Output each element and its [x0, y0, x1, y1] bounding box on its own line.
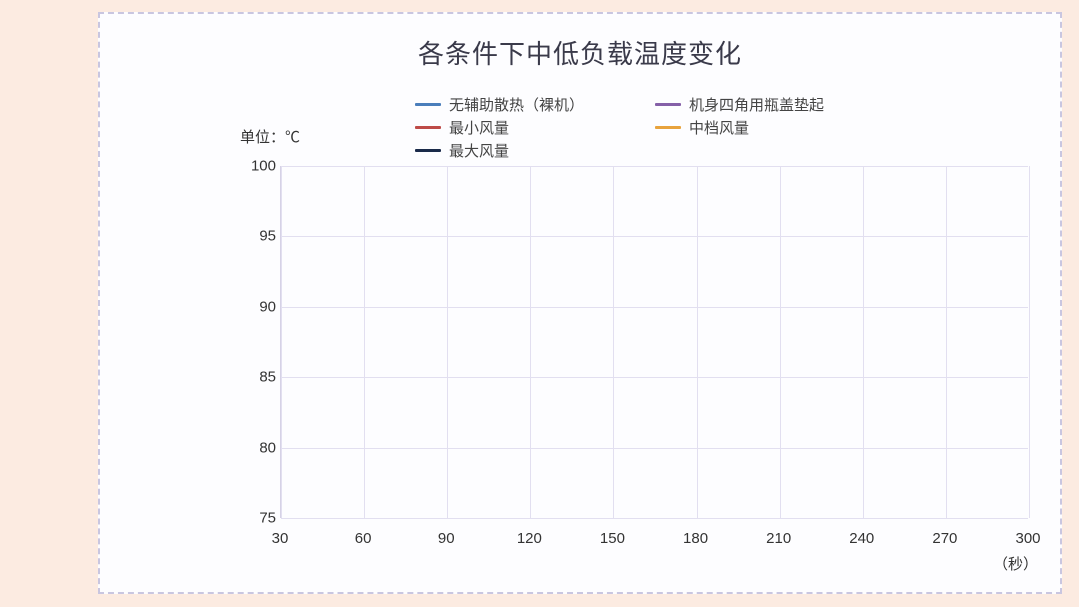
gridline-vertical	[780, 166, 781, 518]
legend-row: 无辅助散热（裸机） 机身四角用瓶盖垫起	[415, 94, 955, 115]
legend-label: 中档风量	[689, 117, 749, 138]
legend-swatch	[415, 103, 441, 106]
x-tick-label: 270	[925, 530, 965, 547]
legend: 无辅助散热（裸机） 机身四角用瓶盖垫起 最小风量 中档风量 最大风量	[415, 94, 955, 163]
gridline-vertical	[364, 166, 365, 518]
legend-label: 机身四角用瓶盖垫起	[689, 94, 824, 115]
x-tick-label: 180	[676, 530, 716, 547]
x-tick-label: 150	[592, 530, 632, 547]
gridline-vertical	[863, 166, 864, 518]
y-tick-label: 80	[246, 439, 276, 456]
gridline-vertical	[946, 166, 947, 518]
legend-swatch	[655, 103, 681, 106]
gridline-horizontal	[281, 377, 1028, 378]
gridline-horizontal	[281, 236, 1028, 237]
chart-title: 各条件下中低负载温度变化	[100, 34, 1060, 71]
legend-row: 最大风量	[415, 140, 955, 161]
legend-item: 最大风量	[415, 140, 655, 161]
y-tick-label: 100	[246, 158, 276, 175]
gridline-horizontal	[281, 518, 1028, 519]
legend-item: 无辅助散热（裸机）	[415, 94, 655, 115]
legend-item: 中档风量	[655, 117, 895, 138]
y-tick-label: 90	[246, 298, 276, 315]
legend-label: 无辅助散热（裸机）	[449, 94, 584, 115]
y-tick-label: 95	[246, 228, 276, 245]
x-tick-label: 210	[759, 530, 799, 547]
chart-container: 各条件下中低负载温度变化 单位：℃ 无辅助散热（裸机） 机身四角用瓶盖垫起 最小…	[98, 12, 1062, 594]
plot-area	[280, 166, 1028, 518]
legend-item: 机身四角用瓶盖垫起	[655, 94, 895, 115]
gridline-vertical	[1029, 166, 1030, 518]
x-axis-unit-label: （秒）	[993, 553, 1038, 574]
legend-swatch	[415, 126, 441, 129]
gridline-vertical	[613, 166, 614, 518]
x-tick-label: 120	[509, 530, 549, 547]
gridline-horizontal	[281, 448, 1028, 449]
x-tick-label: 90	[426, 530, 466, 547]
gridline-horizontal	[281, 307, 1028, 308]
x-tick-label: 60	[343, 530, 383, 547]
legend-item: 最小风量	[415, 117, 655, 138]
x-tick-label: 30	[260, 530, 300, 547]
legend-label: 最大风量	[449, 140, 509, 161]
legend-swatch	[655, 126, 681, 129]
y-tick-label: 85	[246, 369, 276, 386]
x-tick-label: 300	[1008, 530, 1048, 547]
gridline-vertical	[447, 166, 448, 518]
gridline-vertical	[281, 166, 282, 518]
gridline-vertical	[697, 166, 698, 518]
legend-row: 最小风量 中档风量	[415, 117, 955, 138]
x-tick-label: 240	[842, 530, 882, 547]
y-tick-label: 75	[246, 510, 276, 527]
gridline-vertical	[530, 166, 531, 518]
y-axis-unit-label: 单位：℃	[240, 126, 300, 147]
legend-swatch	[415, 149, 441, 152]
legend-label: 最小风量	[449, 117, 509, 138]
gridline-horizontal	[281, 166, 1028, 167]
